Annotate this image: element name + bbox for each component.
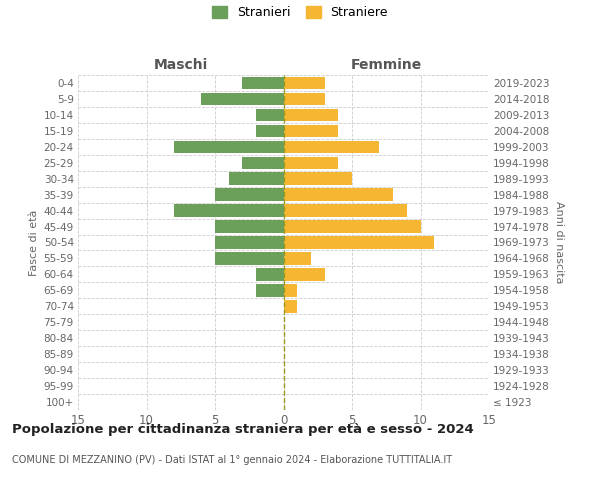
Bar (215, 220, 284, 233)
Bar (284, 268, 325, 280)
Bar (174, 204, 284, 217)
Text: COMUNE DI MEZZANINO (PV) - Dati ISTAT al 1° gennaio 2024 - Elaborazione TUTTITAL: COMUNE DI MEZZANINO (PV) - Dati ISTAT al… (12, 455, 452, 465)
Y-axis label: Fasce di età: Fasce di età (29, 210, 40, 276)
Text: Maschi: Maschi (154, 58, 208, 72)
Bar (284, 156, 338, 169)
Bar (256, 108, 284, 121)
Bar (242, 77, 284, 89)
Bar (284, 204, 407, 217)
Bar (256, 284, 284, 296)
Bar (256, 124, 284, 137)
Bar (215, 252, 284, 264)
Bar (284, 140, 379, 153)
Text: Popolazione per cittadinanza straniera per età e sesso - 2024: Popolazione per cittadinanza straniera p… (12, 422, 474, 436)
Legend: Stranieri, Straniere: Stranieri, Straniere (212, 6, 388, 20)
Bar (284, 252, 311, 264)
Bar (284, 92, 325, 105)
Bar (284, 300, 297, 312)
Bar (202, 92, 284, 105)
Bar (174, 140, 284, 153)
Bar (284, 77, 325, 89)
Bar (284, 188, 393, 201)
Y-axis label: Anni di nascita: Anni di nascita (554, 201, 564, 284)
Bar (256, 268, 284, 280)
Bar (242, 156, 284, 169)
Bar (215, 236, 284, 248)
Bar (284, 284, 297, 296)
Bar (215, 188, 284, 201)
Bar (284, 172, 352, 185)
Bar (284, 124, 338, 137)
Bar (284, 108, 338, 121)
Bar (284, 220, 421, 233)
Text: Femmine: Femmine (350, 58, 422, 72)
Bar (229, 172, 284, 185)
Bar (284, 236, 434, 248)
